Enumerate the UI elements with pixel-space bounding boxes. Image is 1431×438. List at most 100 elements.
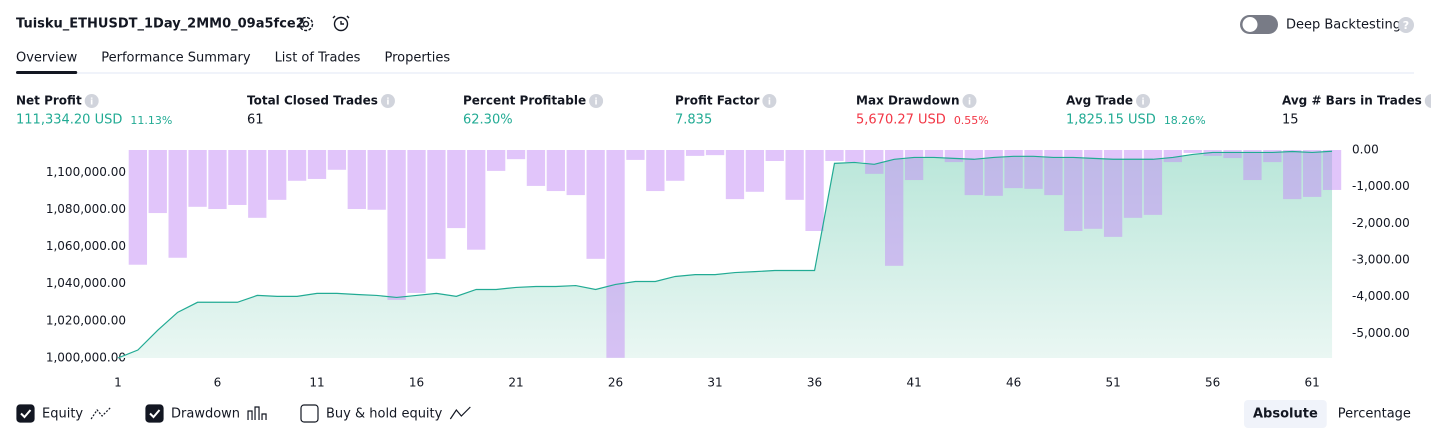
metric-label: Percent Profitable — [463, 94, 586, 108]
checkbox[interactable] — [300, 404, 319, 423]
drawdown-bar — [825, 150, 844, 161]
drawdown-bar — [805, 150, 824, 232]
drawdown-bar — [1183, 150, 1202, 153]
drawdown-bar — [705, 150, 725, 156]
drawdown-bar — [964, 150, 983, 196]
tab[interactable]: Properties — [384, 51, 450, 66]
info-icon[interactable] — [84, 94, 99, 108]
checkbox[interactable] — [145, 404, 164, 423]
checkmark — [149, 409, 161, 419]
drawdown-bar — [1283, 150, 1302, 200]
x-tick-label: 1 — [114, 376, 122, 390]
alert-icon[interactable] — [332, 15, 350, 32]
checkmark — [20, 409, 32, 419]
drawdown-bar — [1044, 150, 1063, 196]
drawdown-bar — [626, 150, 645, 160]
drawdown-bar — [904, 150, 924, 181]
drawdown-bar — [1163, 150, 1182, 163]
metric-label: Max Drawdown — [856, 94, 959, 108]
drawdown-bar — [586, 150, 605, 259]
info-glyph: i — [1142, 98, 1145, 108]
button-bg — [1244, 400, 1327, 428]
x-tick-label: 56 — [1205, 376, 1220, 390]
metric-label: Net Profit — [16, 94, 82, 108]
x-tick-label: 51 — [1105, 376, 1120, 390]
drawdown-bar — [1302, 150, 1322, 197]
drawdown-bar — [745, 150, 765, 192]
x-tick-label: 31 — [707, 376, 722, 390]
drawdown-bar — [924, 150, 944, 159]
info-icon[interactable] — [962, 94, 977, 108]
drawdown-bar — [885, 150, 904, 266]
drawdown-bar — [546, 150, 565, 192]
drawdown-bar — [1064, 150, 1083, 232]
drawdown-bar — [1004, 150, 1023, 189]
x-tick-label: 41 — [906, 376, 921, 390]
view-button[interactable]: Percentage — [1338, 407, 1411, 422]
y-tick-label: 1,000,000.00 — [46, 351, 126, 365]
checkbox[interactable] — [16, 404, 35, 423]
tab[interactable]: Performance Summary — [101, 51, 251, 66]
help-icon[interactable]: ? — [1398, 17, 1414, 33]
info-glyph: i — [595, 98, 598, 108]
info-icon[interactable] — [1136, 94, 1151, 108]
drawdown-bar — [1223, 150, 1242, 159]
y2-tick-label: 0.00 — [1352, 143, 1379, 157]
drawdown-bar — [148, 150, 167, 214]
drawdown-bar — [367, 150, 386, 210]
settings-icon[interactable] — [298, 16, 314, 32]
drawdown-bar — [1322, 150, 1342, 190]
drawdown-bar — [1263, 150, 1282, 163]
drawdown-bar — [984, 150, 1003, 196]
x-tick-label: 46 — [1006, 376, 1021, 390]
info-icon[interactable] — [1424, 94, 1431, 108]
tab[interactable]: Overview — [16, 51, 78, 66]
x-tick-label: 11 — [309, 376, 324, 390]
strategy-title: Tuisku_ETHUSDT_1Day_2MM0_09a5fce2 — [16, 17, 305, 32]
y2-tick-label: -3,000.00 — [1352, 252, 1410, 266]
drawdown-bar — [447, 150, 466, 229]
metric-label: Total Closed Trades — [247, 94, 378, 108]
drawdown-bar — [785, 150, 804, 200]
drawdown-bar — [944, 150, 964, 163]
drawdown-bar — [1024, 150, 1043, 189]
drawdown-bar — [208, 150, 227, 210]
y2-tick-label: -4,000.00 — [1352, 289, 1410, 303]
metric-value: 61 — [247, 113, 264, 128]
deep-backtesting-toggle[interactable] — [1240, 15, 1278, 34]
y-tick-label: 1,100,000.00 — [46, 165, 126, 179]
drawdown-bar — [526, 150, 546, 186]
metric-percent: 0.55% — [954, 114, 989, 127]
legend-icon — [90, 406, 112, 420]
y-tick-label: 1,040,000.00 — [46, 276, 126, 290]
svg-text:?: ? — [1403, 19, 1409, 32]
info-icon[interactable] — [380, 94, 395, 108]
drawdown-bar — [765, 150, 784, 161]
metric-value: 62.30% — [463, 113, 513, 128]
drawdown-bar — [845, 150, 864, 163]
x-tick-label: 26 — [608, 376, 623, 390]
tab[interactable]: List of Trades — [275, 51, 361, 66]
drawdown-bar — [188, 150, 207, 207]
view-button[interactable]: Absolute — [1244, 400, 1327, 428]
drawdown-bar — [1103, 150, 1123, 237]
y2-tick-label: -5,000.00 — [1352, 326, 1410, 340]
y-tick-label: 1,020,000.00 — [46, 313, 126, 327]
drawdown-bar — [685, 150, 705, 156]
drawdown-bar — [1243, 150, 1262, 181]
drawdown-bar — [168, 150, 187, 258]
drawdown-bar — [865, 150, 884, 174]
info-icon[interactable] — [762, 94, 777, 108]
metric-value: 111,334.20 USD — [16, 113, 122, 128]
info-icon[interactable] — [589, 94, 604, 108]
drawdown-bar — [1084, 150, 1103, 229]
drawdown-bar — [646, 150, 665, 192]
drawdown-bar — [486, 150, 506, 171]
metric-value: 7.835 — [675, 113, 712, 128]
view-button-label: Percentage — [1338, 407, 1411, 422]
y2-tick-label: -1,000.00 — [1352, 179, 1410, 193]
drawdown-bar — [347, 150, 366, 210]
metric-value: 5,670.27 USD — [856, 113, 946, 128]
